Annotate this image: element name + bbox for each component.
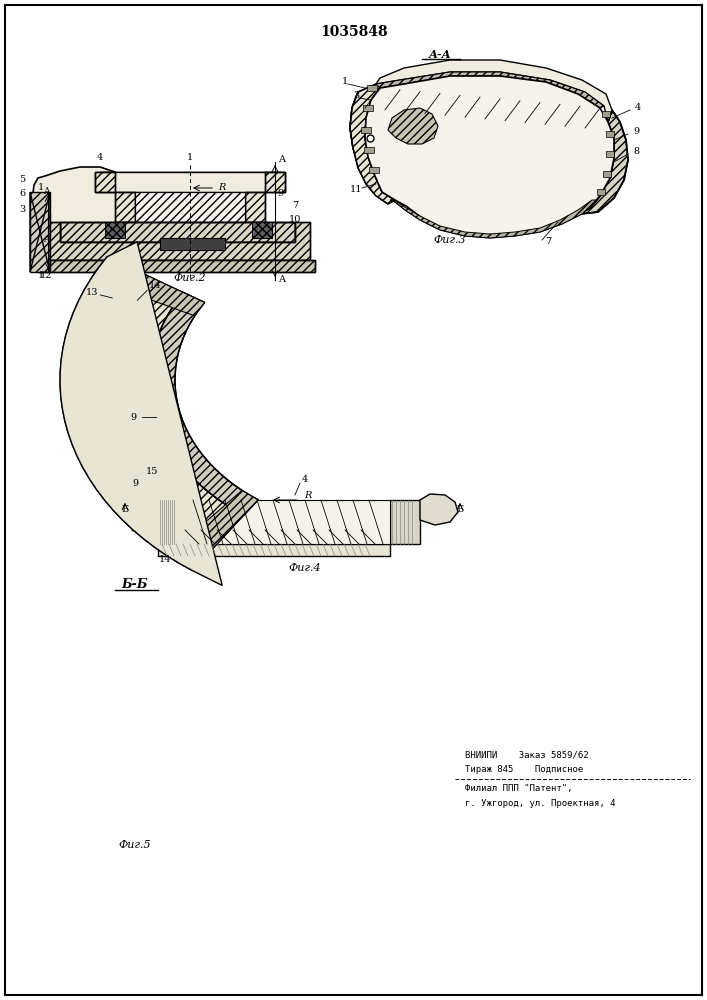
Polygon shape [361,127,371,133]
Polygon shape [603,171,611,177]
Text: г. Ужгород, ул. Проектная, 4: г. Ужгород, ул. Проектная, 4 [465,798,616,808]
Text: 13: 13 [86,288,98,297]
Text: Б: Б [122,506,129,514]
Polygon shape [606,131,614,137]
Text: 12: 12 [40,271,52,280]
Polygon shape [388,108,438,144]
Text: 7: 7 [545,237,551,246]
Text: 8: 8 [633,147,639,156]
Polygon shape [95,172,115,192]
Polygon shape [606,151,614,157]
Text: 3: 3 [353,92,359,101]
Text: 5: 5 [19,176,25,184]
Polygon shape [350,80,400,204]
Text: Фиг.5: Фиг.5 [119,840,151,850]
Polygon shape [580,110,628,214]
Text: 9: 9 [131,413,136,422]
Text: 7: 7 [292,202,298,211]
Polygon shape [350,88,390,198]
Text: Фиг.4: Фиг.4 [288,563,321,573]
Polygon shape [91,257,204,316]
Polygon shape [265,172,285,192]
Polygon shape [95,172,285,192]
Polygon shape [38,260,315,272]
Polygon shape [32,167,130,238]
Text: 1: 1 [187,153,193,162]
Text: 1: 1 [342,78,348,87]
Polygon shape [376,60,612,122]
Polygon shape [245,192,265,222]
Text: 9: 9 [633,127,639,136]
Polygon shape [160,238,225,250]
Text: Б-Б: Б-Б [122,578,148,591]
Text: 14: 14 [159,556,171,564]
Polygon shape [108,222,122,238]
Text: 4: 4 [97,153,103,162]
Text: 3: 3 [19,206,25,215]
Text: 4: 4 [302,476,308,485]
Polygon shape [132,500,158,530]
Text: А-А: А-А [428,48,451,60]
Polygon shape [363,105,373,111]
Polygon shape [90,269,223,552]
Text: 11: 11 [350,186,362,194]
Polygon shape [105,222,125,238]
Text: 1: 1 [38,271,44,280]
Text: 9: 9 [277,190,283,198]
Polygon shape [602,111,610,117]
Polygon shape [390,500,420,544]
Text: ВНИИПИ    Заказ 5859/62: ВНИИПИ Заказ 5859/62 [465,750,589,760]
Text: 15: 15 [146,468,158,477]
Text: Б: Б [457,506,464,514]
Polygon shape [150,293,258,515]
Text: Филиал ППП "Патент",: Филиал ППП "Патент", [465,784,573,794]
Polygon shape [135,192,245,222]
Polygon shape [365,76,614,236]
Polygon shape [38,222,310,260]
Text: Фиг.2: Фиг.2 [174,273,206,283]
Polygon shape [115,279,244,537]
Polygon shape [364,147,374,153]
Text: 6: 6 [19,190,25,198]
Text: 1035848: 1035848 [320,25,388,39]
Polygon shape [60,222,295,242]
Polygon shape [597,189,605,195]
Text: Тираж 845    Подписное: Тираж 845 Подписное [465,764,583,774]
Polygon shape [158,500,185,544]
Text: 10: 10 [289,216,301,225]
Polygon shape [132,500,148,530]
Text: 4: 4 [635,104,641,112]
Polygon shape [252,222,272,238]
Polygon shape [420,494,458,525]
Polygon shape [132,478,164,500]
Polygon shape [376,72,604,108]
Polygon shape [100,172,280,185]
Polygon shape [367,85,377,91]
Text: R: R [304,490,312,499]
Polygon shape [390,196,600,238]
Polygon shape [115,192,135,222]
Text: Фиг.3: Фиг.3 [433,235,467,245]
Polygon shape [30,192,50,272]
Polygon shape [395,200,596,238]
Text: A: A [42,188,49,196]
Text: A: A [279,155,286,164]
Text: 14: 14 [149,281,161,290]
Text: 9: 9 [132,480,138,488]
Text: A: A [279,275,286,284]
Polygon shape [60,257,209,570]
Polygon shape [158,544,390,556]
Polygon shape [369,167,379,173]
Polygon shape [60,242,222,585]
Text: R: R [218,184,226,192]
Text: 1: 1 [38,184,44,192]
Polygon shape [175,500,390,544]
Polygon shape [255,222,268,238]
Text: A: A [42,235,49,244]
Polygon shape [167,490,258,570]
